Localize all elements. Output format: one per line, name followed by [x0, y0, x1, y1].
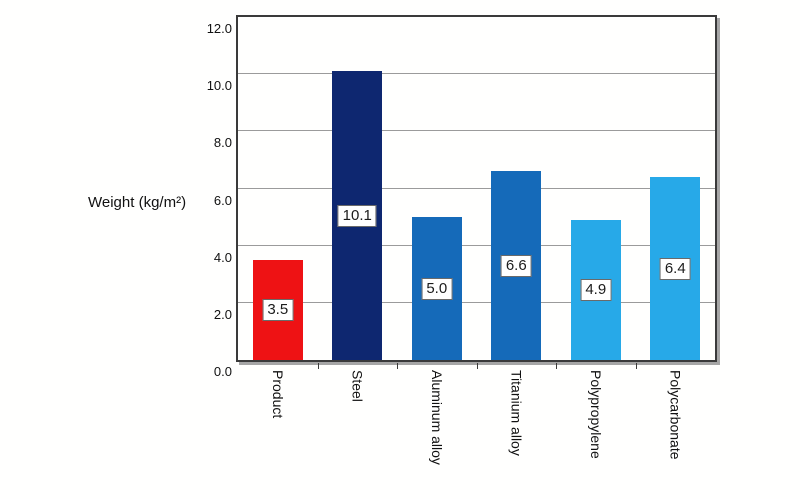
- x-axis-tick-1: [317, 363, 319, 369]
- y-tick-label-0.0: 0.0: [213, 364, 232, 379]
- x-axis-tick-5: [635, 363, 637, 369]
- x-axis-tick-3: [476, 363, 478, 369]
- category-label-product: Product: [269, 370, 286, 419]
- value-label-polycarbonate: 6.4: [659, 257, 691, 280]
- x-axis-tick-4: [556, 363, 557, 369]
- category-label-titanium-alloy: Titanium alloy: [508, 370, 525, 456]
- gridline-8: [238, 130, 715, 132]
- y-tick-label-2.0: 2.0: [213, 306, 232, 322]
- value-label-steel: 10.1: [337, 204, 377, 227]
- y-tick-label-4.0: 4.0: [213, 249, 232, 265]
- category-label-polycarbonate: Polycarbonate: [667, 370, 684, 460]
- category-label-aluminum-alloy: Aluminum alloy: [428, 370, 445, 465]
- gridline-6: [238, 187, 715, 189]
- y-tick-label-8.0: 8.0: [213, 135, 232, 151]
- y-axis-title: Weight (kg/m²): [88, 194, 187, 211]
- value-label-titanium-alloy: 6.6: [500, 254, 532, 277]
- value-label-product: 3.5: [262, 298, 294, 321]
- plot-area: 3.5 10.1 5.0 6.6 4.9 6.4: [236, 15, 717, 369]
- category-label-steel: Steel: [349, 370, 366, 402]
- value-label-aluminum-alloy: 5.0: [421, 277, 453, 300]
- gridline-4: [238, 244, 715, 246]
- y-tick-label-12.0: 12.0: [206, 21, 232, 36]
- gridline-2: [238, 301, 715, 303]
- gridline-10: [238, 73, 715, 75]
- value-label-polypropylene: 4.9: [580, 278, 612, 301]
- x-axis-tick-2: [397, 363, 398, 369]
- category-label-polypropylene: Polypropylene: [587, 370, 604, 459]
- y-tick-label-6.0: 6.0: [213, 192, 232, 208]
- y-tick-label-10.0: 10.0: [206, 78, 232, 94]
